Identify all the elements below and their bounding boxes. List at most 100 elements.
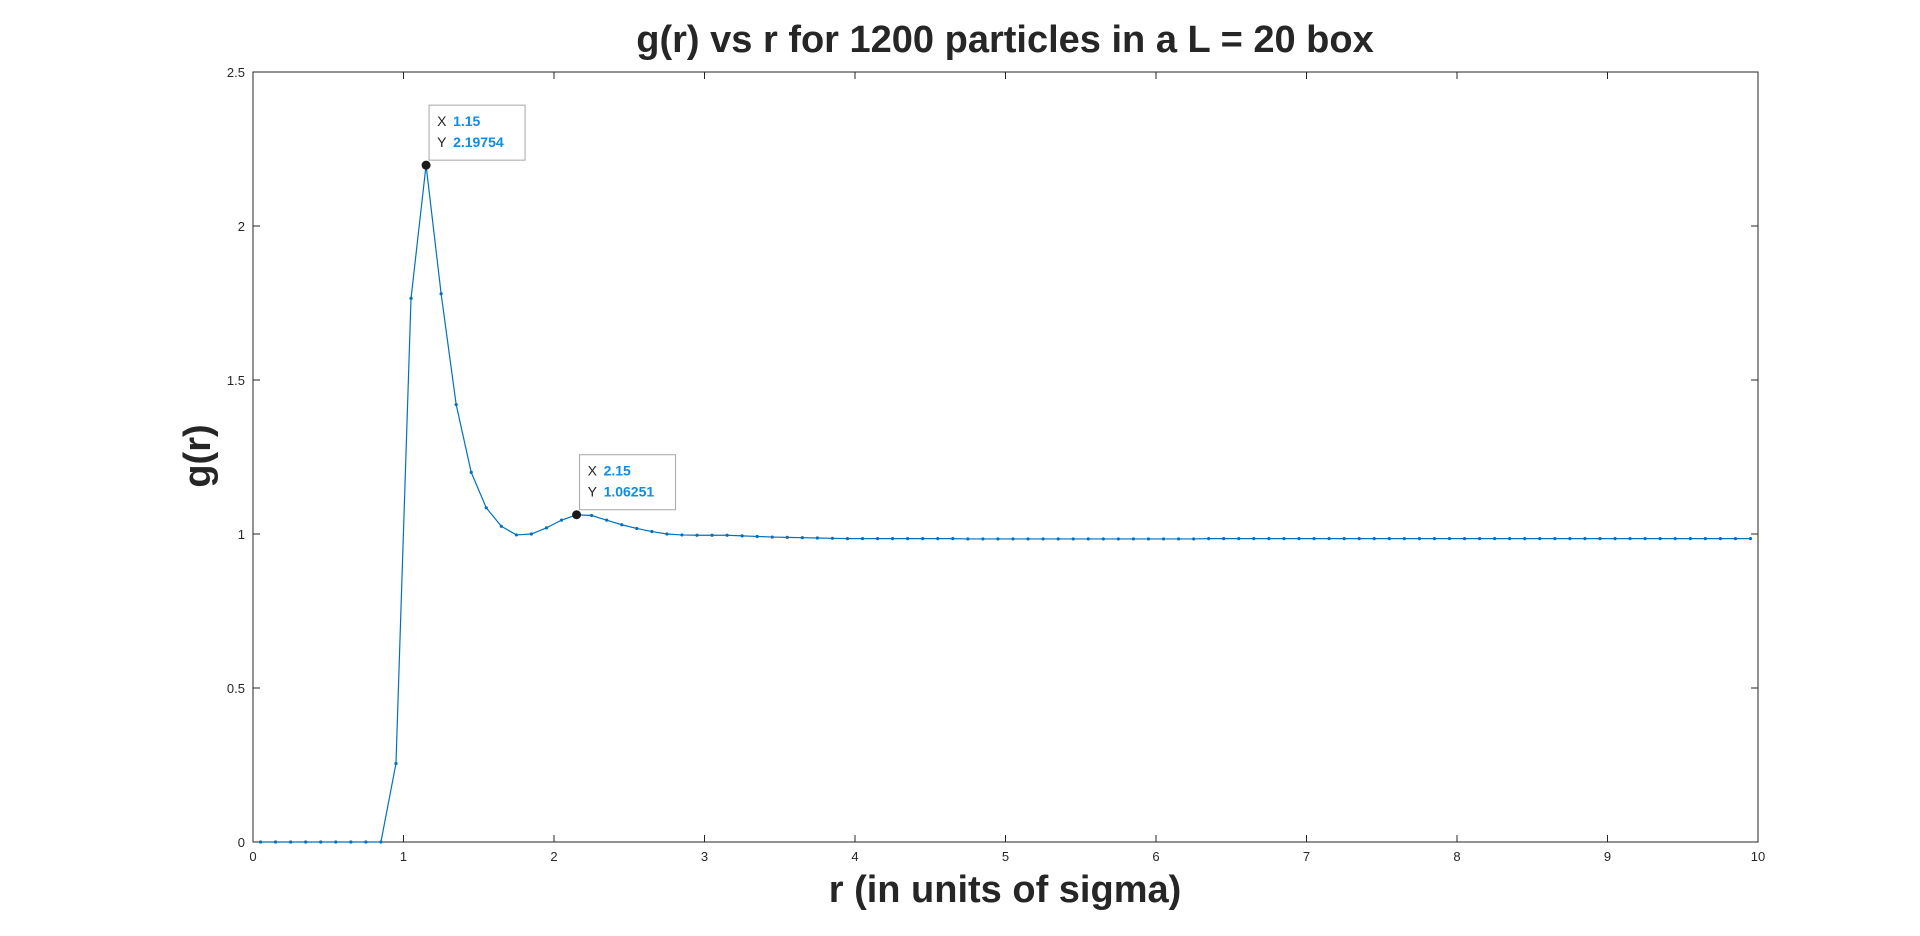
data-point <box>875 537 880 541</box>
data-point <box>1131 537 1136 541</box>
data-point <box>319 840 323 844</box>
data-point <box>1056 537 1060 541</box>
data-point <box>1493 537 1497 541</box>
x-tick-label: 1 <box>400 849 407 864</box>
data-point <box>1462 537 1467 541</box>
x-tick-label: 10 <box>1751 849 1765 864</box>
datatips: X 1.15 Y 2.19754 X 2.15 Y 1.06251 <box>421 104 677 520</box>
data-point <box>770 535 774 539</box>
data-point <box>695 533 699 537</box>
data-point <box>469 470 473 474</box>
data-point <box>1673 537 1677 541</box>
x-tick-label: 3 <box>701 849 708 864</box>
datatip-y-value: 2.19754 <box>453 134 504 150</box>
data-point <box>1252 537 1256 541</box>
x-tick-label: 2 <box>550 849 557 864</box>
data-point <box>605 518 609 522</box>
data-point <box>1312 537 1316 541</box>
data-point <box>1553 537 1557 541</box>
x-tick-label: 4 <box>851 849 858 864</box>
data-point <box>1116 537 1120 541</box>
data-point <box>289 840 293 844</box>
data-point <box>1282 537 1286 541</box>
data-point <box>1598 537 1602 541</box>
data-point <box>1688 537 1692 541</box>
data-point <box>1643 537 1647 541</box>
data-point <box>740 534 744 538</box>
data-point <box>785 535 789 539</box>
data-point <box>1628 537 1632 541</box>
datatip: X 1.15 Y 2.19754 <box>421 104 526 170</box>
data-point <box>258 840 263 844</box>
data-point <box>1041 537 1045 541</box>
data-point <box>1402 537 1406 541</box>
data-point <box>590 513 594 518</box>
y-axis-title: g(r) <box>177 424 219 487</box>
datatip-marker <box>572 510 582 520</box>
data-point <box>334 840 338 844</box>
x-tick-label: 7 <box>1303 849 1310 864</box>
data-point <box>1071 537 1075 541</box>
data-point <box>394 761 398 766</box>
data-point <box>1432 537 1437 541</box>
data-point <box>951 537 955 541</box>
data-point <box>1508 537 1512 541</box>
datatip-marker <box>421 160 431 170</box>
data-point <box>830 536 835 540</box>
data-point <box>800 536 804 540</box>
data-point <box>1176 537 1181 541</box>
data-point <box>1538 537 1542 541</box>
tick-labels: 0 1 2 3 4 5 6 7 8 9 10 0 0.5 1 1.5 2 2.5 <box>227 65 1765 864</box>
y-tick-label: 2 <box>238 219 245 234</box>
data-point <box>484 506 488 510</box>
data-point <box>439 292 443 296</box>
x-tick-label: 5 <box>1002 849 1009 864</box>
data-point <box>454 403 458 407</box>
chart-title: g(r) vs r for 1200 particles in a L = 20… <box>636 19 1373 61</box>
data-point <box>1733 537 1738 541</box>
data-point <box>891 537 895 541</box>
data-point <box>1342 537 1346 541</box>
data-point <box>529 532 534 536</box>
data-point <box>921 537 925 541</box>
y-tick-label: 1.5 <box>227 373 245 388</box>
plot-area <box>252 71 1759 843</box>
x-tick-label: 8 <box>1453 849 1460 864</box>
data-point <box>1161 537 1166 541</box>
data-point <box>1192 537 1196 541</box>
data-point <box>1086 537 1090 541</box>
data-point <box>710 533 714 537</box>
datatip-x-value: 2.15 <box>604 463 631 479</box>
datatip-y-value: 1.06251 <box>604 484 655 500</box>
datatip-box <box>428 104 526 161</box>
data-point <box>1613 537 1617 541</box>
data-point <box>544 526 549 530</box>
data-point <box>1207 537 1211 541</box>
data-point <box>845 537 850 541</box>
data-point <box>1327 537 1331 541</box>
datatip: X 2.15 Y 1.06251 <box>572 454 677 520</box>
data-point <box>1237 537 1241 541</box>
datatip-y-label: Y <box>437 134 447 150</box>
data-point <box>1748 537 1753 541</box>
data-point <box>665 532 669 536</box>
data-point <box>1372 537 1376 541</box>
data-point <box>514 533 518 537</box>
datatip-x-label: X <box>588 463 598 479</box>
data-point <box>1658 537 1662 541</box>
data-point <box>1568 537 1572 541</box>
data-point <box>1357 537 1361 541</box>
data-point <box>379 840 383 844</box>
series-line <box>260 165 1751 843</box>
data-point <box>936 537 940 541</box>
datatip-box <box>579 454 677 511</box>
data-point <box>635 526 639 531</box>
data-point <box>650 529 654 534</box>
data-point <box>559 518 564 522</box>
data-point <box>1101 537 1105 541</box>
axis-ticks <box>252 71 1759 843</box>
data-point <box>1523 537 1527 541</box>
x-tick-label: 6 <box>1152 849 1159 864</box>
data-point <box>409 296 413 300</box>
